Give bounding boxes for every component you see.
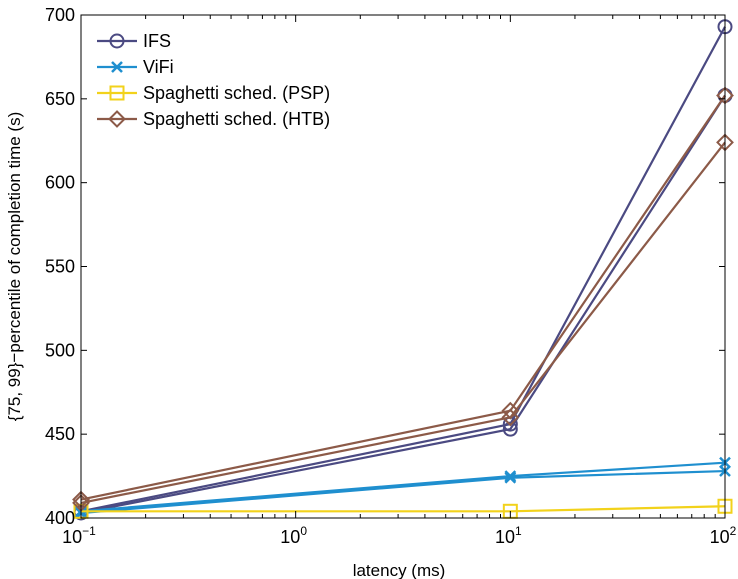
series-5 [72,133,734,512]
legend-entry: ViFi [97,57,174,77]
x-tick-label: 102 [710,524,737,547]
y-tick-label: 600 [45,173,75,193]
y-tick-label: 500 [45,340,75,360]
legend-entry: Spaghetti sched. (HTB) [97,109,330,129]
legend-label: Spaghetti sched. (HTB) [143,109,330,129]
legend-marker [109,33,125,49]
series-6 [72,86,734,509]
legend-marker [108,110,126,128]
legend-entry: Spaghetti sched. (PSP) [97,83,330,103]
series-line [80,94,726,515]
y-tick-label: 400 [45,508,75,528]
x-tick-label: 101 [495,524,522,547]
data-point [501,408,520,427]
x-axis-label: latency (ms) [353,561,446,579]
legend-label: Spaghetti sched. (PSP) [143,83,330,103]
series-4 [73,498,733,519]
series-0 [73,87,733,521]
legend-entry: IFS [97,31,171,51]
y-axis-label: {75, 99}−percentile of completion time (… [5,112,24,421]
data-point [501,401,520,420]
legend-box [89,24,392,136]
legend-label: ViFi [143,57,174,77]
y-tick-label: 450 [45,424,75,444]
legend-label: IFS [143,31,171,51]
x-tick-label: 10−1 [62,524,96,547]
axes: 400 450 500 550 600 650 700 10−1 100 101 102 [45,5,737,547]
y-tick-label: 650 [45,89,75,109]
legend: IFS ViFi Spaghetti sched. (PSP) Spaghetti s… [89,24,392,136]
y-tick-label: 700 [45,5,75,25]
x-tick-label: 100 [280,524,307,547]
series-line [81,505,726,513]
legend-marker [111,61,123,73]
legend-marker [109,85,125,101]
series-line [80,94,726,501]
y-tick-label: 550 [45,257,75,277]
series-line [80,141,726,504]
data-point [504,470,517,482]
